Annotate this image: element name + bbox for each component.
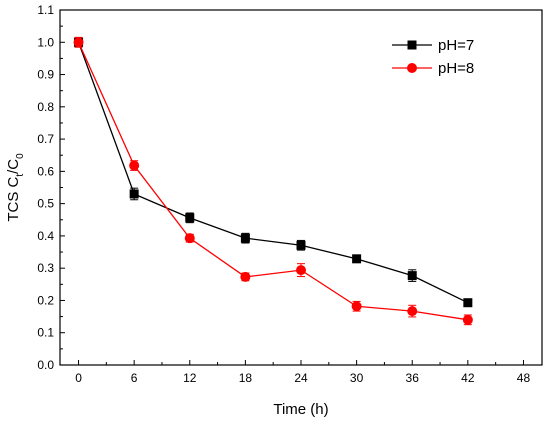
x-tick-label: 48: [517, 371, 531, 385]
x-axis: 0 6 12 18 24 30 36 42 48: [75, 360, 530, 385]
data-point: [296, 265, 306, 276]
data-point: [129, 160, 140, 171]
series-line: [77, 42, 469, 304]
y-tick-label: 0.6: [37, 164, 54, 178]
legend-marker-ph8: [407, 63, 417, 73]
data-point: [462, 314, 473, 325]
y-tick-label: 0.8: [37, 100, 54, 114]
y-axis: 0.0 0.1 0.2 0.3 0.4 0.5 0.6 0.7 0.8 0.9 1.0 1.1: [37, 3, 65, 372]
legend: pH=7 pH=8: [392, 37, 474, 77]
y-tick-label: 1.0: [37, 35, 54, 49]
y-tick-label: 0.3: [37, 261, 54, 275]
series-ph7: [74, 36, 473, 308]
y-axis-title: TCS Ct/C0: [5, 153, 26, 222]
y-tick-label: 0.7: [37, 132, 54, 146]
legend-label-ph7: pH=7: [438, 37, 474, 54]
data-point: [129, 189, 139, 199]
data-point: [184, 233, 195, 244]
data-point: [463, 298, 473, 308]
data-point: [352, 254, 362, 264]
data-point: [407, 271, 417, 281]
legend-marker-ph7: [407, 40, 417, 50]
legend-label-ph8: pH=8: [438, 60, 474, 77]
series-line: [77, 42, 468, 321]
data-point: [240, 233, 250, 243]
data-point: [296, 240, 306, 250]
x-tick-label: 12: [183, 371, 197, 385]
x-axis-title: Time (h): [273, 401, 328, 418]
x-tick-label: 6: [131, 371, 138, 385]
x-tick-label: 0: [75, 371, 82, 385]
data-point: [407, 306, 418, 317]
data-point: [240, 271, 251, 282]
x-tick-label: 30: [350, 371, 364, 385]
x-tick-label: 36: [406, 371, 420, 385]
y-tick-label: 0.9: [37, 68, 54, 82]
y-tick-label: 1.1: [37, 3, 54, 17]
y-tick-label: 0.1: [37, 326, 54, 340]
x-tick-label: 18: [239, 371, 253, 385]
y-tick-label: 0.2: [37, 293, 54, 307]
series-layer: [73, 36, 473, 326]
y-axis-title-slash: /C: [5, 159, 22, 174]
y-axis-title-main: TCS C: [5, 177, 22, 222]
data-point: [73, 37, 84, 48]
y-axis-title-subscript-t: t: [15, 174, 26, 177]
data-point: [351, 301, 362, 312]
data-point: [185, 213, 195, 223]
x-tick-label: 24: [294, 371, 308, 385]
y-tick-label: 0.4: [37, 229, 54, 243]
x-tick-label: 42: [461, 371, 475, 385]
y-tick-label: 0.5: [37, 197, 54, 211]
series-ph8: [73, 36, 473, 326]
y-tick-label: 0.0: [37, 358, 54, 372]
y-axis-title-subscript-0: 0: [15, 153, 26, 159]
